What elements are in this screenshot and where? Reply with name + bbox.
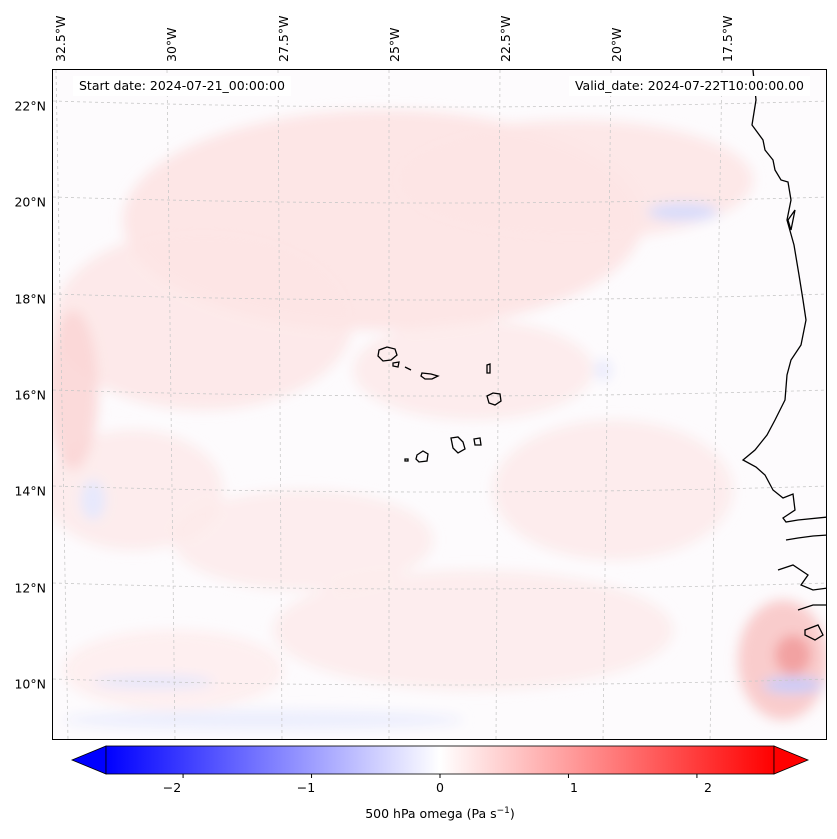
omega-colorbar: [70, 745, 810, 778]
valid-date-label: Valid_date: 2024-07-22T10:00:00.00: [568, 76, 810, 96]
longitude-gridline: [166, 70, 176, 739]
longitude-gridline: [55, 70, 69, 739]
map-panel: [52, 69, 827, 740]
coastline: [741, 70, 826, 641]
lon-label-27-5W: 27.5°W: [276, 15, 291, 62]
colorbar-gradient: [105, 745, 775, 775]
colorbar-title-exponent: −1: [496, 806, 510, 816]
lat-label-18N: 18°N: [14, 291, 46, 307]
colorbar-ticks: [182, 774, 698, 778]
colorbar-title: 500 hPa omega (Pa s−1): [220, 806, 660, 821]
omega-field-shading: [53, 110, 826, 730]
latitude-gridline: [53, 100, 826, 108]
lat-label-10N: 10°N: [14, 676, 46, 692]
lon-label-25W: 25°W: [387, 27, 402, 62]
lon-label-17-5W: 17.5°W: [720, 15, 735, 62]
cape-verde-islands: [377, 346, 502, 463]
colorbar-min-extend: [70, 745, 107, 775]
longitude-gridline: [709, 70, 723, 739]
lat-label-16N: 16°N: [14, 387, 46, 403]
latitude-gridline: [53, 678, 826, 686]
colorbar-tick-label-0: 0: [436, 780, 444, 795]
longitude-gridline: [277, 70, 283, 739]
lon-label-30W: 30°W: [164, 27, 179, 62]
lat-label-12N: 12°N: [14, 580, 46, 596]
omega-field-map: [53, 70, 826, 739]
colorbar-title-main: 500 hPa omega (Pa s: [365, 806, 497, 822]
lon-label-22-5W: 22.5°W: [498, 15, 513, 62]
longitude-gridline: [602, 70, 612, 739]
colorbar-tick-label-1: 1: [570, 780, 578, 795]
start-date-label: Start date: 2024-07-21_00:00:00: [73, 76, 291, 96]
lat-label-22N: 22°N: [14, 98, 46, 114]
latitude-gridline: [53, 389, 826, 397]
graticule: [53, 70, 826, 739]
colorbar-tick-label-2: 2: [704, 780, 712, 795]
lat-label-14N: 14°N: [14, 483, 46, 499]
colorbar-title-close: ): [509, 806, 515, 822]
lat-label-20N: 20°N: [14, 194, 46, 210]
latitude-gridline: [53, 196, 826, 204]
longitude-gridline: [495, 70, 501, 739]
latitude-gridline: [53, 293, 826, 301]
lon-label-20W: 20°W: [609, 27, 624, 62]
colorbar-tick-label-neg1: −1: [296, 780, 316, 795]
colorbar-max-extend: [773, 745, 810, 775]
latitude-gridline: [53, 485, 826, 493]
colorbar-tick-label-neg2: −2: [162, 780, 182, 795]
lon-label-32-5W: 32.5°W: [53, 15, 68, 62]
latitude-gridline: [53, 582, 826, 590]
